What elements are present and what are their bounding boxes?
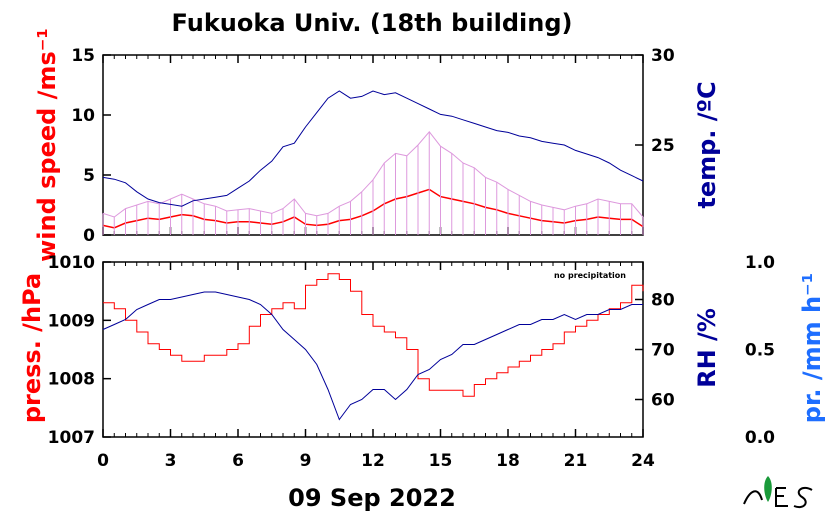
- precip-axis-label: pr. /mm h⁻¹: [798, 273, 826, 423]
- lower-series: [102, 273, 644, 421]
- x-tick-label: 3: [165, 451, 177, 471]
- left-y-tick-label: 1007: [48, 428, 95, 448]
- x-tick-label: 21: [564, 451, 588, 471]
- institute-logo: [743, 476, 813, 508]
- precip-y-tick-label: 0.0: [745, 428, 775, 448]
- logo-stroke-3: [793, 486, 813, 508]
- x-tick-label: 0: [97, 451, 109, 471]
- right-y-tick-label: 80: [651, 291, 675, 311]
- relative-humidity-line: [102, 291, 643, 421]
- upper-series: [102, 90, 644, 235]
- right-y-tick-label: 70: [651, 341, 675, 361]
- precip-axis-ticks: 0.0 0.5 1.0: [745, 253, 775, 448]
- lower-plot-frame: [102, 261, 644, 438]
- precip-y-tick-label: 0.5: [745, 341, 775, 361]
- right-y-tick-label: 25: [651, 136, 675, 156]
- x-tick-label: 15: [429, 451, 453, 471]
- wind-speed-axis-label: wind speed /ms⁻¹: [33, 28, 61, 262]
- left-y-tick-label: 1008: [48, 370, 95, 390]
- x-tick-label: 12: [361, 451, 385, 471]
- x-tick-label: 24: [631, 451, 655, 471]
- x-tick-label: 6: [232, 451, 244, 471]
- pressure-axis-label: press. /hPa: [18, 273, 46, 423]
- x-tick-label: 9: [300, 451, 312, 471]
- logo-stroke-2: [775, 487, 788, 507]
- date-label: 09 Sep 2022: [288, 484, 456, 512]
- logo-leaf: [764, 476, 772, 502]
- lower-x-ticks: 0 3 6 9 12 15 18 21 24: [97, 262, 655, 471]
- left-y-tick-label: 15: [71, 46, 95, 66]
- temperature-axis-label: temp. /ºC: [693, 81, 721, 208]
- humidity-axis-label: RH /%: [693, 308, 721, 388]
- left-y-tick-label: 10: [71, 106, 95, 126]
- right-y-tick-label: 60: [651, 391, 675, 411]
- logo-stroke-1: [743, 490, 763, 505]
- lower-panel: 1007 1008 1009 1010 60 70 80 0 3 6 9 12 15 18 21 24 0…: [18, 253, 826, 471]
- upper-right-ticks: 25 30: [635, 46, 675, 156]
- upper-panel: 0 5 10 15 25 30 wind speed /ms⁻¹ temp. /ºC: [33, 28, 721, 262]
- left-y-tick-label: 0: [83, 226, 95, 246]
- left-y-tick-label: 5: [83, 166, 95, 186]
- precip-y-tick-label: 1.0: [745, 253, 775, 273]
- temperature-line: [102, 90, 644, 207]
- chart-title: Fukuoka Univ. (18th building): [172, 9, 573, 37]
- lower-left-ticks: 1007 1008 1009 1010: [48, 253, 111, 448]
- upper-left-ticks: 0 5 10 15: [71, 46, 111, 246]
- no-precipitation-note: no precipitation: [554, 271, 626, 280]
- lower-right-ticks: 60 70 80: [635, 291, 675, 411]
- left-y-tick-label: 1010: [48, 253, 95, 273]
- pressure-line: [103, 273, 644, 397]
- left-y-tick-label: 1009: [48, 311, 95, 331]
- x-tick-label: 18: [496, 451, 520, 471]
- right-y-tick-label: 30: [651, 46, 675, 66]
